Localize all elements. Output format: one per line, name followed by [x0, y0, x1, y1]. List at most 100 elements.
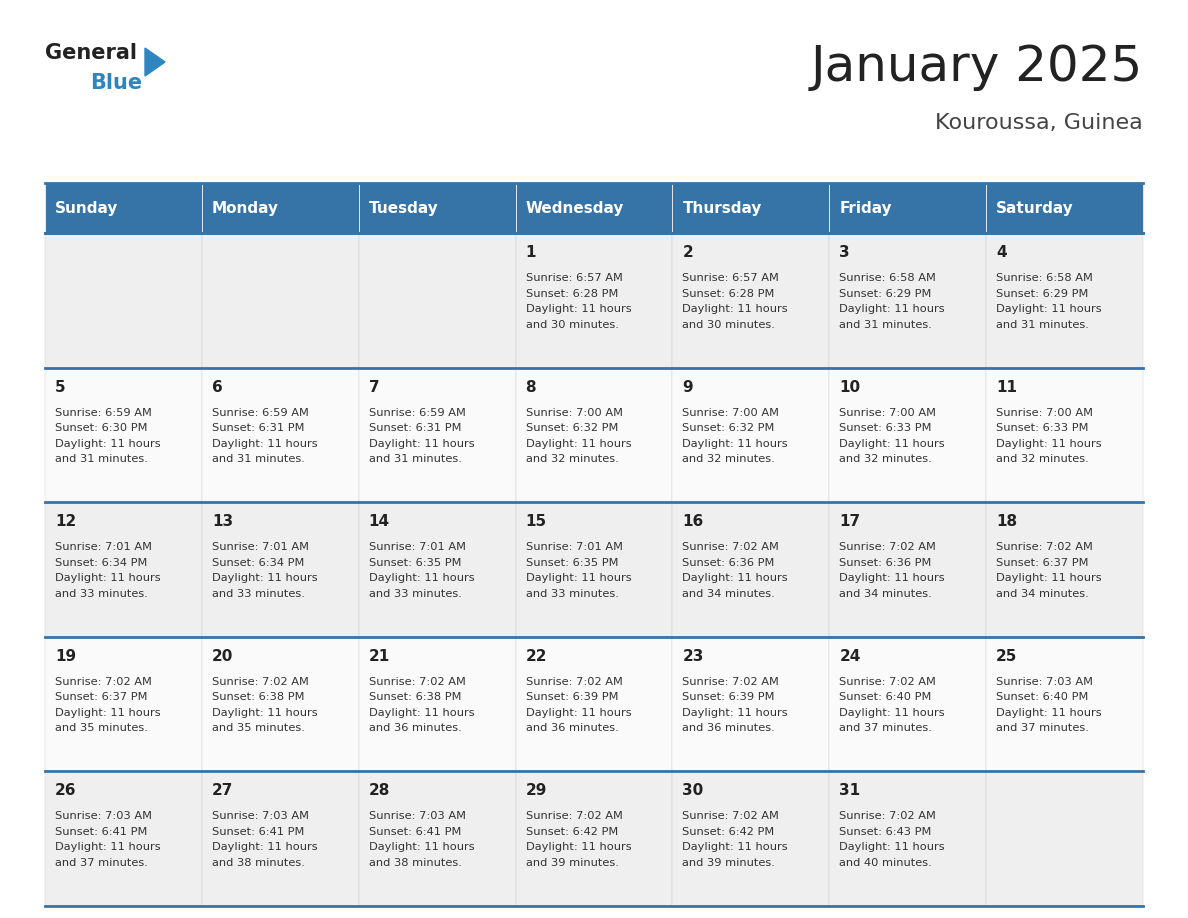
Text: and 30 minutes.: and 30 minutes. — [682, 319, 776, 330]
Text: Sunrise: 6:57 AM: Sunrise: 6:57 AM — [682, 273, 779, 283]
Bar — [986, 183, 1143, 233]
Bar — [202, 183, 359, 233]
Text: Sunset: 6:42 PM: Sunset: 6:42 PM — [682, 827, 775, 837]
Text: Sunset: 6:35 PM: Sunset: 6:35 PM — [525, 558, 618, 567]
Text: Sunrise: 7:03 AM: Sunrise: 7:03 AM — [997, 677, 1093, 687]
Text: Daylight: 11 hours: Daylight: 11 hours — [682, 304, 788, 314]
Text: 4: 4 — [997, 245, 1006, 260]
Text: and 31 minutes.: and 31 minutes. — [55, 454, 147, 465]
Bar — [829, 183, 986, 233]
Text: and 40 minutes.: and 40 minutes. — [839, 858, 933, 868]
Text: Daylight: 11 hours: Daylight: 11 hours — [55, 708, 160, 718]
Text: and 31 minutes.: and 31 minutes. — [211, 454, 305, 465]
Text: Sunset: 6:33 PM: Sunset: 6:33 PM — [997, 423, 1088, 433]
Text: Sunrise: 7:03 AM: Sunrise: 7:03 AM — [55, 812, 152, 822]
Text: Blue: Blue — [90, 73, 143, 93]
Text: Sunrise: 7:01 AM: Sunrise: 7:01 AM — [211, 543, 309, 553]
Text: Daylight: 11 hours: Daylight: 11 hours — [368, 573, 474, 583]
Text: 22: 22 — [525, 649, 546, 664]
Bar — [359, 233, 516, 367]
Text: Daylight: 11 hours: Daylight: 11 hours — [368, 843, 474, 853]
Text: Daylight: 11 hours: Daylight: 11 hours — [368, 439, 474, 449]
Text: and 31 minutes.: and 31 minutes. — [839, 319, 933, 330]
Bar — [672, 183, 829, 233]
Text: Sunrise: 7:02 AM: Sunrise: 7:02 AM — [55, 677, 152, 687]
Text: Sunrise: 6:58 AM: Sunrise: 6:58 AM — [997, 273, 1093, 283]
Bar — [672, 233, 829, 367]
Text: Sunset: 6:33 PM: Sunset: 6:33 PM — [839, 423, 931, 433]
Text: Sunset: 6:43 PM: Sunset: 6:43 PM — [839, 827, 931, 837]
Text: and 33 minutes.: and 33 minutes. — [525, 588, 619, 599]
Text: Sunrise: 7:02 AM: Sunrise: 7:02 AM — [682, 543, 779, 553]
Text: Sunrise: 6:57 AM: Sunrise: 6:57 AM — [525, 273, 623, 283]
Text: Daylight: 11 hours: Daylight: 11 hours — [839, 439, 944, 449]
Text: and 37 minutes.: and 37 minutes. — [997, 723, 1089, 733]
Text: Sunrise: 7:02 AM: Sunrise: 7:02 AM — [368, 677, 466, 687]
Bar — [202, 502, 359, 637]
Text: and 31 minutes.: and 31 minutes. — [997, 319, 1089, 330]
Text: 2: 2 — [682, 245, 693, 260]
Text: Thursday: Thursday — [682, 200, 762, 216]
Text: Daylight: 11 hours: Daylight: 11 hours — [682, 573, 788, 583]
Text: Saturday: Saturday — [997, 200, 1074, 216]
Text: and 33 minutes.: and 33 minutes. — [211, 588, 305, 599]
Bar — [359, 771, 516, 906]
Text: 26: 26 — [55, 783, 76, 799]
Text: Sunset: 6:40 PM: Sunset: 6:40 PM — [839, 692, 931, 702]
Text: Daylight: 11 hours: Daylight: 11 hours — [839, 843, 944, 853]
Text: Daylight: 11 hours: Daylight: 11 hours — [525, 304, 631, 314]
Text: Sunrise: 7:02 AM: Sunrise: 7:02 AM — [682, 812, 779, 822]
Bar — [359, 502, 516, 637]
Text: Daylight: 11 hours: Daylight: 11 hours — [682, 708, 788, 718]
Bar — [45, 233, 202, 367]
Bar — [986, 233, 1143, 367]
Text: Sunrise: 7:02 AM: Sunrise: 7:02 AM — [839, 543, 936, 553]
Text: Sunrise: 7:02 AM: Sunrise: 7:02 AM — [839, 812, 936, 822]
Bar — [829, 367, 986, 502]
Text: and 38 minutes.: and 38 minutes. — [211, 858, 305, 868]
Text: Daylight: 11 hours: Daylight: 11 hours — [839, 573, 944, 583]
Text: Sunrise: 7:02 AM: Sunrise: 7:02 AM — [682, 677, 779, 687]
Text: Sunrise: 7:03 AM: Sunrise: 7:03 AM — [368, 812, 466, 822]
Text: Sunset: 6:32 PM: Sunset: 6:32 PM — [682, 423, 775, 433]
Text: 17: 17 — [839, 514, 860, 529]
Text: Daylight: 11 hours: Daylight: 11 hours — [525, 843, 631, 853]
Bar — [202, 367, 359, 502]
Text: and 34 minutes.: and 34 minutes. — [997, 588, 1089, 599]
Text: Kouroussa, Guinea: Kouroussa, Guinea — [935, 113, 1143, 133]
Text: Sunrise: 7:03 AM: Sunrise: 7:03 AM — [211, 812, 309, 822]
Text: Daylight: 11 hours: Daylight: 11 hours — [55, 439, 160, 449]
Bar — [986, 637, 1143, 771]
Text: 11: 11 — [997, 380, 1017, 395]
Text: Sunset: 6:38 PM: Sunset: 6:38 PM — [368, 692, 461, 702]
Text: 18: 18 — [997, 514, 1017, 529]
Text: Daylight: 11 hours: Daylight: 11 hours — [211, 573, 317, 583]
Text: Sunset: 6:32 PM: Sunset: 6:32 PM — [525, 423, 618, 433]
Text: Daylight: 11 hours: Daylight: 11 hours — [839, 304, 944, 314]
Text: and 30 minutes.: and 30 minutes. — [525, 319, 619, 330]
Text: Sunset: 6:41 PM: Sunset: 6:41 PM — [55, 827, 147, 837]
Text: Friday: Friday — [839, 200, 892, 216]
Bar — [202, 771, 359, 906]
Bar — [516, 502, 672, 637]
Text: 27: 27 — [211, 783, 233, 799]
Text: 3: 3 — [839, 245, 849, 260]
Text: and 31 minutes.: and 31 minutes. — [368, 454, 462, 465]
Text: Daylight: 11 hours: Daylight: 11 hours — [997, 573, 1101, 583]
Text: Sunset: 6:37 PM: Sunset: 6:37 PM — [55, 692, 147, 702]
Bar — [45, 183, 202, 233]
Bar — [359, 183, 516, 233]
Text: Sunset: 6:37 PM: Sunset: 6:37 PM — [997, 558, 1088, 567]
Text: 21: 21 — [368, 649, 390, 664]
Text: Sunset: 6:36 PM: Sunset: 6:36 PM — [839, 558, 931, 567]
Text: Sunset: 6:30 PM: Sunset: 6:30 PM — [55, 423, 147, 433]
Text: Sunday: Sunday — [55, 200, 119, 216]
Text: 7: 7 — [368, 380, 379, 395]
Text: 15: 15 — [525, 514, 546, 529]
Text: 1: 1 — [525, 245, 536, 260]
Text: Daylight: 11 hours: Daylight: 11 hours — [997, 439, 1101, 449]
Text: Sunset: 6:34 PM: Sunset: 6:34 PM — [55, 558, 147, 567]
Polygon shape — [145, 48, 165, 76]
Text: Sunset: 6:28 PM: Sunset: 6:28 PM — [525, 288, 618, 298]
Text: Daylight: 11 hours: Daylight: 11 hours — [211, 439, 317, 449]
